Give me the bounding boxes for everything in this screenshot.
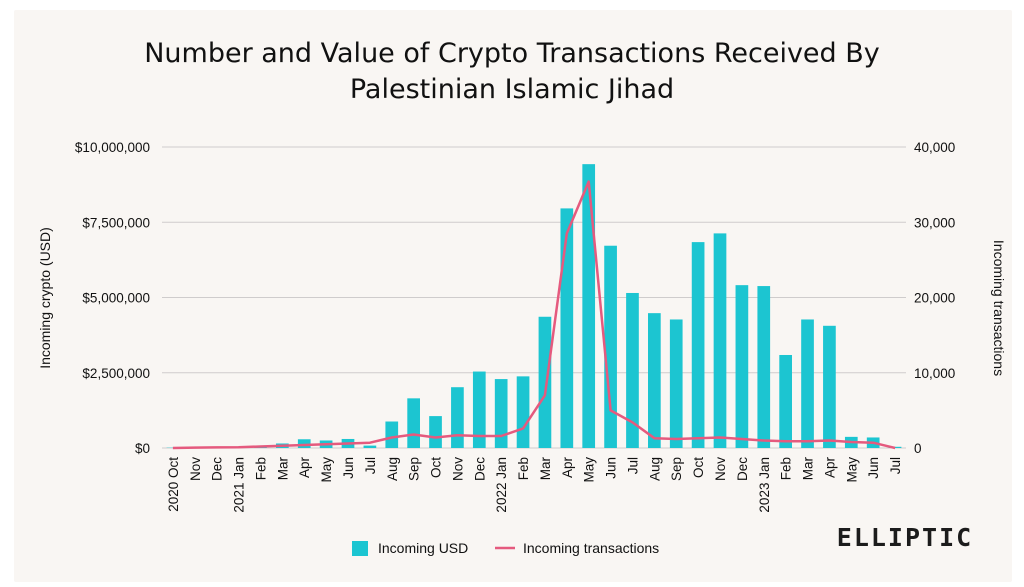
x-tick-label: Feb (253, 457, 268, 480)
brand-logo: ELLIPTIC (837, 523, 973, 552)
y2-axis-label: Incoming transactions (991, 240, 1007, 376)
grid (162, 146, 906, 449)
x-tick-label: Apr (297, 457, 312, 479)
legend-swatch-incoming-usd (352, 541, 368, 556)
bar-series (166, 164, 902, 449)
y-tick-label: $10,000,000 (75, 140, 150, 155)
bar (385, 421, 399, 448)
x-tick-label: Dec (210, 457, 225, 481)
x-tick-label: 2022 Jan (494, 457, 509, 513)
bar (669, 319, 683, 448)
y-tick-label: $7,500,000 (82, 215, 150, 230)
legend: Incoming USD Incoming transactions (352, 540, 659, 556)
y2-tick-label: 20,000 (914, 291, 955, 306)
x-tick-label: Mar (275, 456, 290, 480)
bar (407, 398, 420, 448)
bar (757, 286, 771, 448)
x-tick-label: Jun (604, 457, 619, 479)
x-tick-label: 2020 Oct (166, 457, 181, 512)
x-tick-label: 2023 Jan (757, 457, 772, 513)
bar (823, 325, 836, 448)
x-tick-label: Nov (450, 457, 465, 481)
x-tick-label: Mar (538, 456, 553, 480)
bar (604, 245, 617, 448)
line-series (172, 180, 896, 450)
y-tick-label: $0 (135, 441, 150, 456)
axis-ticks: $0 0 $2,500,000 10,000 $5,000,000 20,000 $7,50… (75, 140, 955, 513)
bar (451, 387, 464, 448)
bar (626, 292, 639, 448)
bar (648, 313, 661, 448)
y2-tick-label: 40,000 (914, 140, 955, 155)
y2-tick-label: 10,000 (914, 366, 955, 381)
y-axis-label: Incoming crypto (USD) (37, 227, 53, 369)
bar (691, 242, 705, 448)
x-tick-label: Apr (560, 457, 575, 479)
bar (735, 285, 749, 448)
bar (582, 164, 596, 449)
x-tick-label: Sep (407, 457, 422, 481)
y-tick-label: $2,500,000 (82, 366, 150, 381)
bar (494, 379, 508, 448)
x-tick-label: Jun (866, 457, 881, 479)
x-tick-label: May (319, 457, 334, 483)
y-tick-label: $5,000,000 (82, 291, 150, 306)
bar (801, 319, 814, 448)
x-tick-label: Oct (691, 457, 706, 478)
bar (538, 316, 552, 448)
x-tick-label: Jul (888, 457, 903, 474)
bar (779, 354, 792, 448)
x-tick-label: Dec (735, 457, 750, 481)
x-tick-label: Feb (779, 457, 794, 480)
x-tick-label: Nov (188, 457, 203, 481)
x-tick-label: Nov (713, 457, 728, 481)
x-tick-label: Apr (822, 457, 837, 479)
x-tick-label: Sep (669, 457, 684, 481)
x-tick-label: Dec (472, 457, 487, 481)
y2-tick-label: 0 (914, 441, 922, 456)
line-incoming-transactions (172, 180, 896, 450)
y2-tick-label: 30,000 (914, 215, 955, 230)
chart-title-line-2: Palestinian Islamic Jihad (350, 74, 674, 105)
bar (713, 233, 727, 448)
legend-label-incoming-usd: Incoming USD (378, 540, 468, 556)
x-tick-label: Jul (625, 457, 640, 474)
x-tick-label: Aug (385, 457, 400, 481)
bar (297, 439, 311, 448)
x-tick-label: 2021 Jan (232, 457, 247, 513)
chart-title-line-1: Number and Value of Crypto Transactions … (144, 38, 880, 69)
x-tick-label: May (844, 457, 859, 483)
bar (429, 416, 442, 448)
x-tick-label: Jun (341, 457, 356, 479)
legend-label-incoming-transactions: Incoming transactions (523, 540, 659, 556)
x-tick-label: Feb (516, 457, 531, 480)
x-tick-label: Jul (363, 457, 378, 474)
bar (516, 376, 530, 448)
x-tick-label: Oct (429, 457, 444, 478)
bar (363, 445, 377, 448)
bar (560, 208, 574, 448)
bar (472, 371, 486, 448)
x-tick-label: Aug (647, 457, 662, 481)
x-tick-label: Mar (801, 456, 816, 480)
x-tick-label: May (582, 457, 597, 483)
chart-card (14, 10, 1012, 582)
